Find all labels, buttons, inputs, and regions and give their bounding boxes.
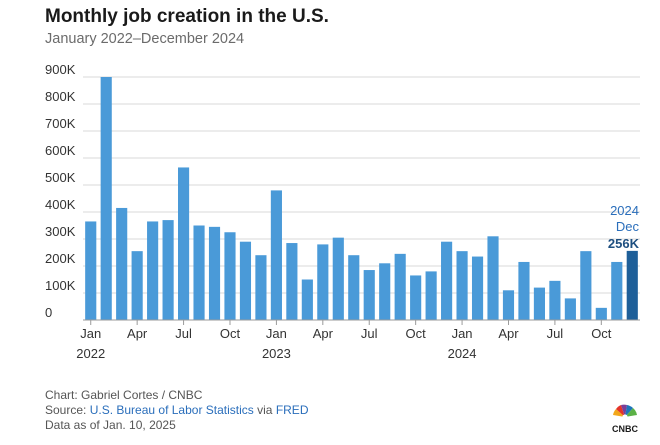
y-tick-label: 100K	[45, 278, 76, 293]
y-tick-label: 200K	[45, 251, 76, 266]
bar	[394, 253, 406, 320]
source-line: Source: U.S. Bureau of Labor Statistics …	[45, 403, 308, 417]
bar	[301, 279, 313, 320]
bar	[626, 250, 638, 320]
x-tick-label: Jul	[361, 326, 378, 341]
x-tick-label: Jul	[175, 326, 192, 341]
x-year-label: 2022	[76, 346, 105, 361]
bar	[255, 255, 267, 320]
x-tick-label: Jan	[452, 326, 473, 341]
x-tick-label: Jul	[547, 326, 564, 341]
source-via: via	[253, 403, 276, 417]
bar	[348, 255, 360, 320]
bar	[549, 280, 561, 320]
x-tick-label: Oct	[406, 326, 427, 341]
bar	[471, 256, 484, 320]
data-date: Data as of Jan. 10, 2025	[45, 418, 176, 432]
bar	[162, 220, 174, 320]
bar	[533, 287, 546, 320]
bar	[177, 167, 190, 320]
bar	[116, 207, 128, 320]
bar	[85, 221, 97, 320]
bar	[518, 261, 530, 320]
x-tick-label: Apr	[498, 326, 519, 341]
bar	[502, 290, 515, 320]
bar	[270, 190, 282, 320]
y-tick-label: 500K	[45, 170, 76, 185]
bar	[441, 241, 453, 320]
bar	[379, 263, 391, 320]
bar	[332, 237, 344, 320]
fred-link[interactable]: FRED	[275, 403, 309, 417]
bar	[611, 261, 623, 320]
annotation-value: 256K	[608, 236, 640, 251]
y-tick-label: 700K	[45, 116, 76, 131]
bar	[317, 244, 329, 320]
bar	[564, 298, 576, 320]
y-tick-label: 0	[45, 305, 52, 320]
bar	[425, 271, 437, 320]
x-year-label: 2023	[262, 346, 291, 361]
bar	[100, 77, 112, 320]
bar	[208, 226, 221, 320]
bar	[363, 270, 375, 320]
x-tick-label: Apr	[127, 326, 148, 341]
y-tick-label: 400K	[45, 197, 76, 212]
bar	[410, 275, 422, 320]
chart-credit: Chart: Gabriel Cortes / CNBC	[45, 388, 203, 402]
bar	[580, 251, 592, 320]
x-tick-label: Jan	[80, 326, 101, 341]
bar	[286, 243, 298, 320]
bar	[456, 251, 468, 320]
x-year-label: 2024	[448, 346, 477, 361]
cnbc-peacock-logo: CNBC	[612, 404, 638, 434]
bar	[131, 251, 143, 320]
x-tick-label: Oct	[591, 326, 612, 341]
x-tick-label: Oct	[220, 326, 241, 341]
bar	[224, 232, 236, 320]
logo-text: CNBC	[612, 424, 638, 434]
x-tick-label: Apr	[313, 326, 334, 341]
source-prefix: Source:	[45, 403, 90, 417]
bar	[595, 307, 607, 320]
bls-link[interactable]: U.S. Bureau of Labor Statistics	[89, 403, 254, 417]
y-tick-label: 900K	[45, 62, 76, 77]
chart-title: Monthly job creation in the U.S.	[45, 6, 329, 27]
chart-subtitle: January 2022–December 2024	[45, 31, 245, 47]
bar	[487, 236, 499, 320]
bar	[147, 221, 159, 320]
bar	[193, 225, 205, 320]
y-tick-label: 800K	[45, 89, 76, 104]
bar	[239, 241, 252, 320]
bar-chart: 0 100K 200K 300K 400K 500K 600K 700K 800K 900K Jan…	[45, 62, 640, 361]
y-tick-label: 300K	[45, 224, 76, 239]
annotation-year: 2024	[610, 203, 639, 218]
x-tick-label: Jan	[266, 326, 287, 341]
annotation-month: Dec	[616, 219, 640, 234]
y-tick-label: 600K	[45, 143, 76, 158]
